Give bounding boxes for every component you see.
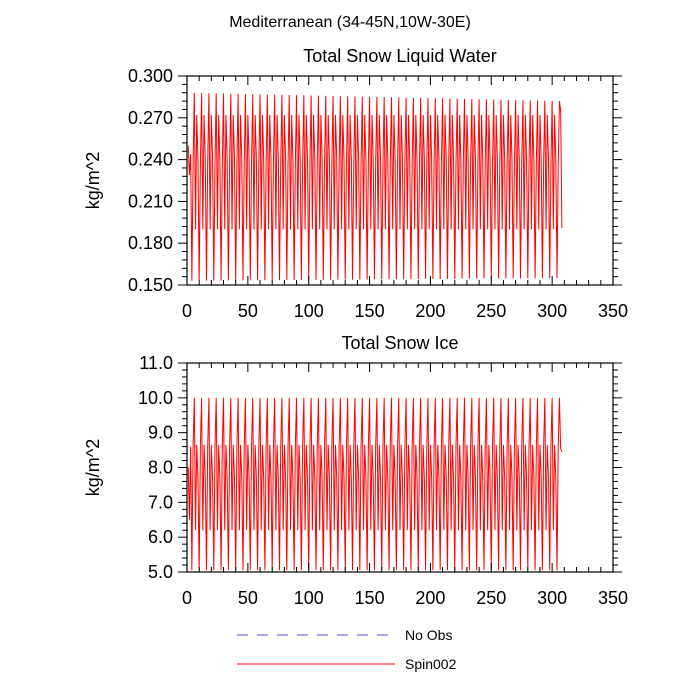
chart-panel-1: Total Snow Liquid Water kg/m^2 0 50 100 150 20… (83, 46, 628, 321)
x-tick-label: 0 (182, 588, 192, 608)
series-line-spin002 (187, 397, 563, 571)
y-tick-label: 10.0 (138, 388, 173, 408)
y-tick-label: 11.0 (139, 353, 173, 373)
x-tick-label: 150 (355, 588, 385, 608)
legend: No Obs Spin002 (237, 627, 457, 672)
x-tick-label: 100 (294, 588, 324, 608)
x-tick-label: 50 (238, 588, 258, 608)
x-tick-label: 100 (294, 301, 324, 321)
x-tick-label: 250 (476, 588, 506, 608)
x-tick-label: 200 (415, 588, 445, 608)
x-tick-label: 300 (537, 588, 567, 608)
legend-label: No Obs (405, 627, 452, 643)
legend-label: Spin002 (405, 656, 457, 672)
x-tick-label: 350 (598, 588, 628, 608)
y-tick-label: 5.0 (148, 562, 173, 582)
x-tick-label: 250 (476, 301, 506, 321)
y-tick-label: 0.210 (128, 191, 173, 211)
x-tick-label: 50 (238, 301, 258, 321)
y-axis-label: kg/m^2 (83, 152, 103, 209)
chart-title: Total Snow Liquid Water (303, 46, 496, 66)
series-line-spin002 (187, 92, 563, 281)
chart-title: Total Snow Ice (341, 333, 458, 353)
y-axis-label: kg/m^2 (83, 439, 103, 496)
plot-frame (186, 75, 614, 286)
y-tick-label: 9.0 (148, 423, 173, 443)
y-tick-label: 7.0 (148, 492, 173, 512)
x-tick-label: 150 (355, 301, 385, 321)
y-tick-label: 0.270 (128, 108, 173, 128)
y-tick-label: 0.150 (128, 275, 173, 295)
figure-title: Mediterranean (34-45N,10W-30E) (229, 14, 471, 31)
x-tick-label: 0 (182, 301, 192, 321)
y-tick-label: 0.240 (128, 150, 173, 170)
y-tick-label: 8.0 (148, 458, 173, 478)
y-tick-label: 6.0 (148, 527, 173, 547)
x-tick-label: 300 (537, 301, 567, 321)
x-tick-label: 200 (415, 301, 445, 321)
chart-panel-2: Total Snow Ice kg/m^2 0 50 100 150 200 250 300 35… (83, 333, 628, 608)
y-tick-label: 0.300 (128, 66, 173, 86)
y-tick-label: 0.180 (128, 233, 173, 253)
x-tick-label: 350 (598, 301, 628, 321)
